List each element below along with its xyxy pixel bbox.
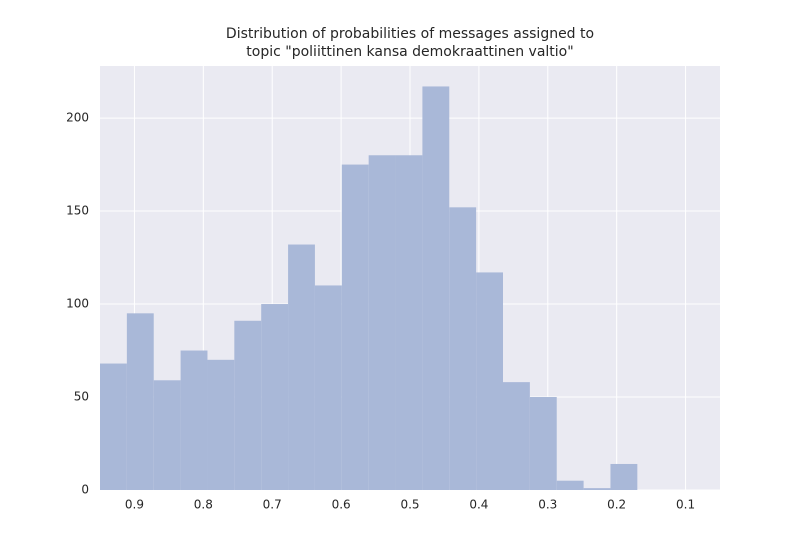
x-tick-label: 0.7 xyxy=(263,498,282,512)
bar xyxy=(153,380,181,490)
bar xyxy=(100,363,127,490)
y-tick-label: 200 xyxy=(66,111,89,125)
bar xyxy=(395,155,423,490)
chart-title: Distribution of probabilities of message… xyxy=(226,26,594,42)
y-tick-label: 100 xyxy=(66,297,89,311)
y-tick-label: 50 xyxy=(74,390,89,404)
x-tick-label: 0.2 xyxy=(607,498,626,512)
bar xyxy=(368,155,396,490)
x-tick-label: 0.5 xyxy=(400,498,419,512)
bar xyxy=(288,244,315,490)
bar xyxy=(503,382,530,490)
bar xyxy=(261,304,289,490)
bar xyxy=(341,164,369,490)
y-tick-label: 150 xyxy=(66,204,89,218)
x-tick-label: 0.9 xyxy=(125,498,144,512)
bar xyxy=(207,359,235,490)
bar xyxy=(314,285,342,490)
x-tick-label: 0.8 xyxy=(194,498,213,512)
bar xyxy=(529,397,557,490)
chart-title: topic "poliittinen kansa demokraattinen … xyxy=(246,44,573,60)
bar xyxy=(583,488,611,490)
bar xyxy=(234,320,262,490)
bar xyxy=(422,86,450,490)
bar xyxy=(476,272,503,490)
y-tick-label: 0 xyxy=(81,483,89,497)
x-tick-label: 0.6 xyxy=(332,498,351,512)
bar xyxy=(180,350,208,490)
bar xyxy=(610,463,638,490)
bar xyxy=(126,313,154,490)
bar xyxy=(449,207,477,491)
x-tick-label: 0.1 xyxy=(676,498,695,512)
bar xyxy=(556,480,584,490)
x-tick-label: 0.4 xyxy=(469,498,488,512)
x-tick-label: 0.3 xyxy=(538,498,557,512)
